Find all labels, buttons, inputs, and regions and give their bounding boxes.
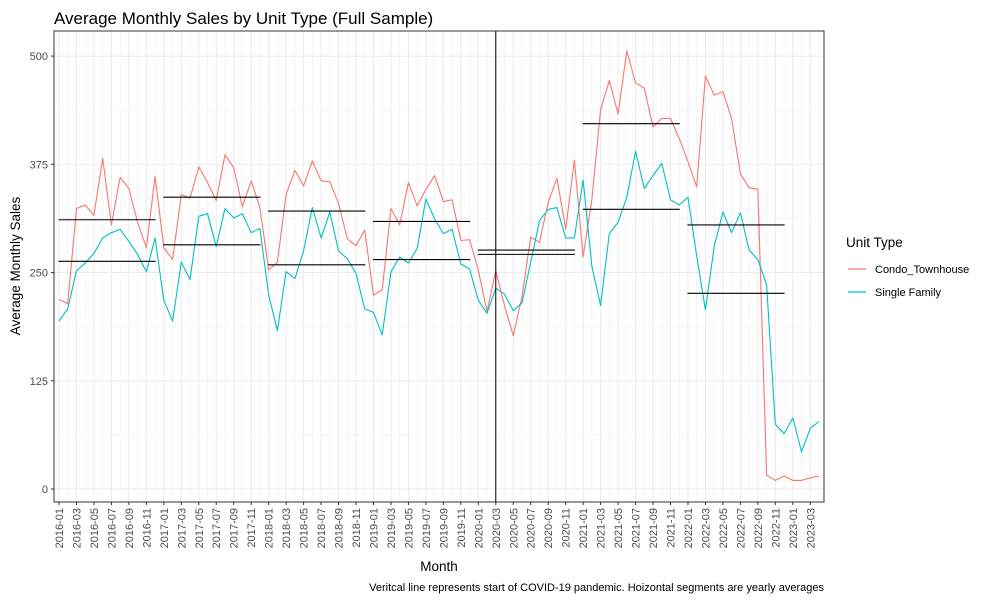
y-tick-label: 500 bbox=[30, 51, 48, 63]
x-tick-label: 2020-03 bbox=[491, 508, 503, 548]
legend-label-single-family: Single Family bbox=[875, 287, 942, 299]
x-tick-label: 2018-03 bbox=[281, 508, 293, 548]
x-tick-label: 2018-11 bbox=[351, 508, 363, 548]
x-tick-label: 2016-09 bbox=[124, 508, 136, 548]
series-layer bbox=[58, 50, 820, 481]
grid-major bbox=[54, 31, 824, 502]
x-tick-label: 2023-01 bbox=[788, 508, 800, 548]
x-tick-label: 2020-07 bbox=[526, 508, 538, 548]
x-tick-label: 2022-05 bbox=[718, 508, 730, 548]
y-tick-label: 125 bbox=[30, 376, 48, 388]
x-tick-label: 2018-07 bbox=[316, 508, 328, 548]
x-tick-label: 2021-11 bbox=[666, 508, 678, 548]
x-tick-label: 2018-09 bbox=[334, 508, 346, 548]
x-tick-label: 2022-09 bbox=[753, 508, 765, 548]
x-tick-label: 2016-11 bbox=[141, 508, 153, 548]
x-tick-label: 2021-09 bbox=[648, 508, 660, 548]
legend-title: Unit Type bbox=[846, 235, 903, 250]
x-tick-label: 2016-01 bbox=[54, 508, 66, 548]
chart-title: Average Monthly Sales by Unit Type (Full… bbox=[54, 9, 433, 28]
x-tick-label: 2022-07 bbox=[735, 508, 747, 548]
x-tick-label: 2016-05 bbox=[89, 508, 101, 548]
x-tick-label: 2016-03 bbox=[72, 508, 84, 548]
x-tick-label: 2018-05 bbox=[299, 508, 311, 548]
y-axis-title: Average Monthly Sales bbox=[8, 196, 23, 335]
x-tick-label: 2022-01 bbox=[683, 508, 695, 548]
x-tick-label: 2017-09 bbox=[229, 508, 241, 548]
x-tick-label: 2019-01 bbox=[369, 508, 381, 548]
x-tick-label: 2021-07 bbox=[631, 508, 643, 548]
legend-items: Condo_Townhouse Single Family bbox=[848, 264, 969, 299]
x-axis: 2016-01 2016-03 2016-05 2016-07 2016-09 2016-… bbox=[54, 502, 817, 548]
x-tick-label: 2020-09 bbox=[543, 508, 555, 548]
y-tick-label: 250 bbox=[30, 268, 48, 280]
x-tick-label: 2020-11 bbox=[561, 508, 573, 548]
x-tick-label: 2021-01 bbox=[578, 508, 590, 548]
x-tick-label: 2017-05 bbox=[194, 508, 206, 548]
x-tick-label: 2019-05 bbox=[403, 508, 415, 548]
plot-border bbox=[53, 30, 825, 503]
y-tick-label: 375 bbox=[30, 159, 48, 171]
x-tick-label: 2021-05 bbox=[613, 508, 625, 548]
legend-label-condo-townhouse: Condo_Townhouse bbox=[875, 264, 969, 276]
grid-minor bbox=[54, 31, 824, 502]
x-tick-label: 2016-07 bbox=[106, 508, 118, 548]
x-tick-label: 2023-03 bbox=[805, 508, 817, 548]
x-tick-label: 2019-11 bbox=[456, 508, 468, 548]
x-tick-label: 2019-09 bbox=[438, 508, 450, 548]
x-tick-label: 2017-03 bbox=[176, 508, 188, 548]
x-tick-label: 2019-03 bbox=[386, 508, 398, 548]
x-tick-label: 2020-01 bbox=[473, 508, 485, 548]
series-line-single-family bbox=[58, 150, 820, 453]
legend: Unit Type Condo_Townhouse Single Family bbox=[846, 235, 969, 299]
x-tick-label: 2021-03 bbox=[596, 508, 608, 548]
x-tick-label: 2017-11 bbox=[246, 508, 258, 548]
x-tick-label: 2017-01 bbox=[159, 508, 171, 548]
x-tick-label: 2022-03 bbox=[700, 508, 712, 548]
x-axis-title: Month bbox=[420, 559, 458, 574]
x-tick-label: 2017-07 bbox=[211, 508, 223, 548]
y-tick-label: 0 bbox=[42, 484, 48, 496]
x-tick-label: 2019-07 bbox=[421, 508, 433, 548]
chart-caption: Veritcal line represents start of COVID-… bbox=[369, 582, 824, 594]
x-tick-label: 2018-01 bbox=[264, 508, 276, 548]
x-tick-label: 2020-05 bbox=[508, 508, 520, 548]
plot-panel bbox=[54, 31, 824, 502]
yearly-average-segments bbox=[58, 123, 785, 294]
x-tick-label: 2022-11 bbox=[770, 508, 782, 548]
series-line-condo-townhouse bbox=[58, 50, 820, 481]
y-axis: 0 125 250 375 500 bbox=[30, 51, 54, 496]
